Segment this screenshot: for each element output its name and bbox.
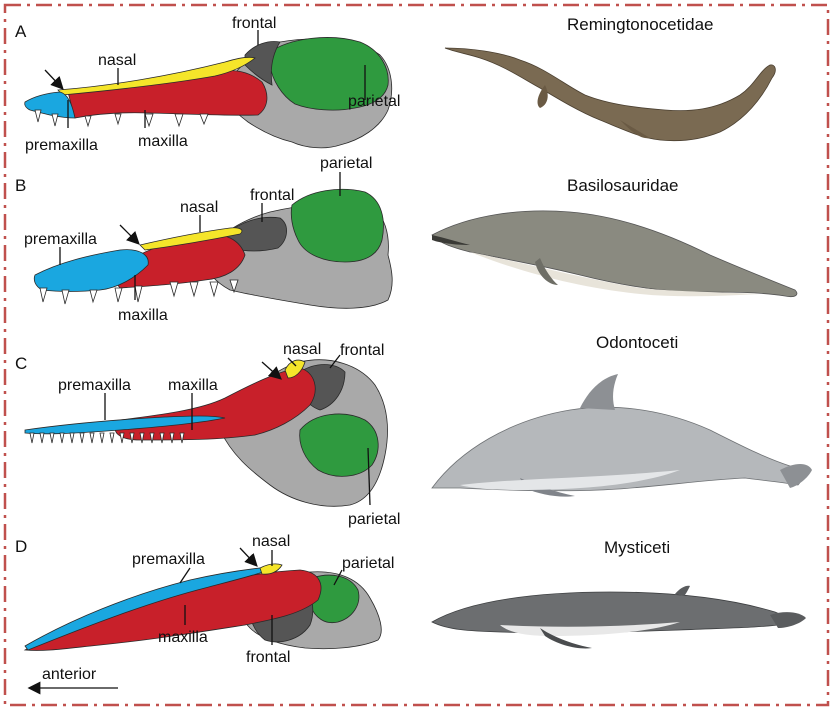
label-parietal-b: parietal — [320, 155, 372, 172]
nasal-b — [139, 227, 243, 251]
teeth-c — [29, 432, 185, 444]
skull-c — [24, 359, 388, 507]
basilosaurid-belly — [470, 252, 760, 297]
animal-b — [431, 210, 798, 298]
nasal-a — [57, 56, 256, 96]
label-maxilla-a: maxilla — [138, 133, 188, 150]
label-frontal-d: frontal — [246, 649, 290, 666]
panel-c: C nasal frontal premaxilla maxilla parie… — [15, 333, 812, 528]
panel-letter-a: A — [15, 22, 27, 41]
teeth-a — [34, 109, 209, 128]
animal-c — [431, 374, 812, 497]
basilosaurid-flipper — [535, 258, 558, 285]
animal-d — [431, 585, 806, 649]
nasal-c — [284, 359, 306, 379]
panel-d: D nasal parietal premaxilla maxilla fron… — [15, 533, 806, 695]
arrow-b — [119, 224, 140, 245]
arrow-a — [44, 69, 64, 90]
label-nasal-c: nasal — [283, 341, 321, 358]
label-anterior: anterior — [42, 666, 97, 683]
skull-d — [23, 563, 382, 651]
teeth-b — [39, 279, 239, 305]
dolphin-fin — [580, 374, 618, 410]
taxon-a: Remingtonocetidae — [567, 15, 713, 34]
parietal-a — [269, 37, 389, 111]
label-maxilla-d: maxilla — [158, 629, 208, 646]
label-maxilla-c: maxilla — [168, 377, 218, 394]
taxon-c: Odontoceti — [596, 333, 678, 352]
mysticete-fluke — [770, 612, 806, 628]
label-premaxilla-b: premaxilla — [24, 231, 97, 248]
dolphin-fluke — [780, 464, 812, 488]
animal-a — [444, 47, 776, 142]
label-premaxilla-c: premaxilla — [58, 377, 131, 394]
panel-letter-d: D — [15, 537, 27, 556]
arrow-c — [261, 361, 282, 380]
label-parietal-c: parietal — [348, 511, 400, 528]
label-premaxilla-d: premaxilla — [132, 551, 205, 568]
parietal-c — [299, 413, 379, 477]
dolphin-belly — [460, 470, 680, 490]
figure-frame — [3, 3, 830, 707]
panel-letter-c: C — [15, 354, 27, 373]
nasal-d — [259, 563, 283, 575]
basilosaurid-body — [431, 210, 798, 298]
skull-b — [33, 188, 393, 309]
label-frontal-a: frontal — [232, 15, 276, 32]
lead-premaxilla-d — [179, 567, 191, 584]
lead-parietal-c — [367, 447, 371, 506]
skull-a — [24, 37, 393, 149]
label-nasal-b: nasal — [180, 199, 218, 216]
label-premaxilla-a: premaxilla — [25, 137, 98, 154]
panel-b: B parietal frontal nasal premaxilla maxi… — [15, 155, 798, 324]
taxon-d: Mysticeti — [604, 538, 670, 557]
arrow-d — [239, 547, 258, 567]
label-nasal-d: nasal — [252, 533, 290, 550]
panel-a: A frontal nasal parietal premaxilla maxi… — [15, 15, 776, 154]
label-frontal-c: frontal — [340, 342, 384, 359]
frontal-a — [244, 41, 281, 86]
lead-nasal-c — [287, 357, 297, 367]
lead-parietal-d — [333, 569, 343, 586]
lead-frontal-c — [329, 354, 341, 369]
remingtonocetid-leg — [537, 85, 650, 139]
label-parietal-d: parietal — [342, 555, 394, 572]
parietal-b — [290, 188, 384, 263]
basilosaurid-jaw — [432, 235, 470, 245]
label-parietal-a: parietal — [348, 93, 400, 110]
label-maxilla-b: maxilla — [118, 307, 168, 324]
panel-letter-b: B — [15, 176, 26, 195]
mysticete-flipper — [540, 628, 592, 649]
taxon-b: Basilosauridae — [567, 176, 679, 195]
mysticete-dorsal — [675, 585, 690, 596]
remingtonocetid-body — [444, 47, 776, 142]
label-nasal-a: nasal — [98, 52, 136, 69]
label-frontal-b: frontal — [250, 187, 294, 204]
